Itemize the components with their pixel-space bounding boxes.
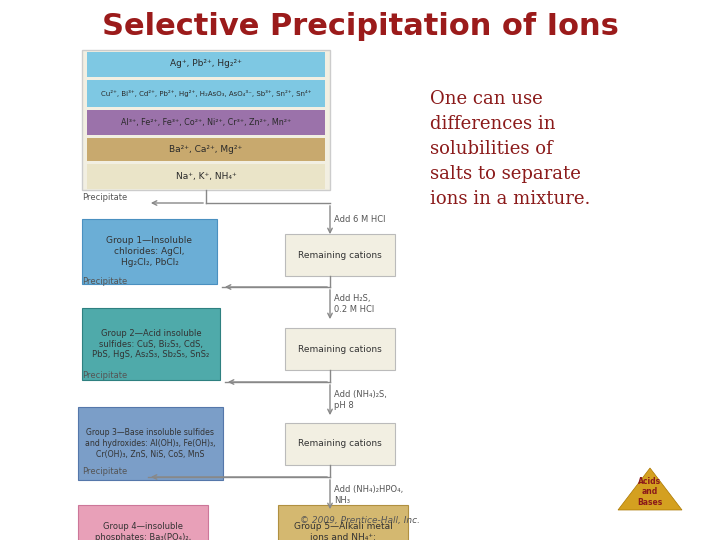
FancyBboxPatch shape [87, 164, 325, 188]
Text: Add (NH₄)₂HPO₄,
NH₃: Add (NH₄)₂HPO₄, NH₃ [334, 485, 403, 505]
FancyBboxPatch shape [78, 407, 223, 480]
Text: One can use
differences in
solubilities of
salts to separate
ions in a mixture.: One can use differences in solubilities … [430, 90, 590, 208]
Text: Na⁺, K⁺, NH₄⁺: Na⁺, K⁺, NH₄⁺ [176, 172, 236, 180]
Text: Precipitate: Precipitate [82, 192, 127, 201]
Text: Group 4—insoluble
phosphates: Ba₃(PO₄)₂,
Ca₃(PO₄)₂, MgNH₄PO₄: Group 4—insoluble phosphates: Ba₃(PO₄)₂,… [95, 522, 191, 540]
Text: Remaining cations: Remaining cations [298, 251, 382, 260]
Text: Add H₂S,
0.2 M HCl: Add H₂S, 0.2 M HCl [334, 294, 374, 314]
FancyBboxPatch shape [87, 110, 325, 136]
Polygon shape [618, 468, 682, 510]
FancyBboxPatch shape [82, 50, 330, 190]
FancyBboxPatch shape [87, 51, 325, 77]
FancyBboxPatch shape [285, 234, 395, 276]
Text: Group 2—Acid insoluble
sulfides: CuS, Bi₂S₃, CdS,
PbS, HgS, As₂S₃, Sb₂S₅, SnS₂: Group 2—Acid insoluble sulfides: CuS, Bi… [92, 329, 210, 359]
Text: Ag⁺, Pb²⁺, Hg₂²⁺: Ag⁺, Pb²⁺, Hg₂²⁺ [170, 59, 242, 69]
FancyBboxPatch shape [82, 219, 217, 284]
Text: Cu²⁺, Bi³⁺, Cd²⁺, Pb²⁺, Hg²⁺, H₂AsO₃, AsO₄³⁻, Sb³⁺, Sn²⁺, Sn⁴⁺: Cu²⁺, Bi³⁺, Cd²⁺, Pb²⁺, Hg²⁺, H₂AsO₃, As… [101, 90, 311, 97]
Text: Precipitate: Precipitate [82, 276, 127, 286]
Text: Group 5—Alkali metal
ions and NH₄⁺:
Na⁺, K⁺, NH₄⁺: Group 5—Alkali metal ions and NH₄⁺: Na⁺,… [294, 522, 392, 540]
Text: Acids
and
Bases: Acids and Bases [637, 477, 662, 507]
Text: Add 6 M HCl: Add 6 M HCl [334, 215, 385, 225]
Text: Add (NH₄)₂S,
pH 8: Add (NH₄)₂S, pH 8 [334, 390, 387, 410]
Text: Ba²⁺, Ca²⁺, Mg²⁺: Ba²⁺, Ca²⁺, Mg²⁺ [169, 145, 243, 154]
Text: Precipitate: Precipitate [82, 372, 127, 381]
Text: Precipitate: Precipitate [82, 467, 127, 476]
FancyBboxPatch shape [82, 308, 220, 380]
FancyBboxPatch shape [278, 505, 408, 540]
Text: Al³⁺, Fe²⁺, Fe³⁺, Co²⁺, Ni²⁺, Cr³⁺, Zn²⁺, Mn²⁺: Al³⁺, Fe²⁺, Fe³⁺, Co²⁺, Ni²⁺, Cr³⁺, Zn²⁺… [121, 118, 291, 127]
Text: Remaining cations: Remaining cations [298, 440, 382, 449]
Text: Group 1—Insoluble
chlorides: AgCl,
Hg₂Cl₂, PbCl₂: Group 1—Insoluble chlorides: AgCl, Hg₂Cl… [107, 237, 192, 267]
Text: © 2009, Prentice-Hall, Inc.: © 2009, Prentice-Hall, Inc. [300, 516, 420, 525]
FancyBboxPatch shape [87, 79, 325, 107]
Text: Group 3—Base insoluble sulfides
and hydroxides: Al(OH)₃, Fe(OH)₃,
Cr(OH)₃, ZnS, : Group 3—Base insoluble sulfides and hydr… [85, 428, 216, 459]
FancyBboxPatch shape [285, 328, 395, 370]
Text: Remaining cations: Remaining cations [298, 345, 382, 354]
FancyBboxPatch shape [78, 505, 208, 540]
FancyBboxPatch shape [87, 138, 325, 160]
FancyBboxPatch shape [285, 423, 395, 465]
Text: Selective Precipitation of Ions: Selective Precipitation of Ions [102, 12, 618, 41]
